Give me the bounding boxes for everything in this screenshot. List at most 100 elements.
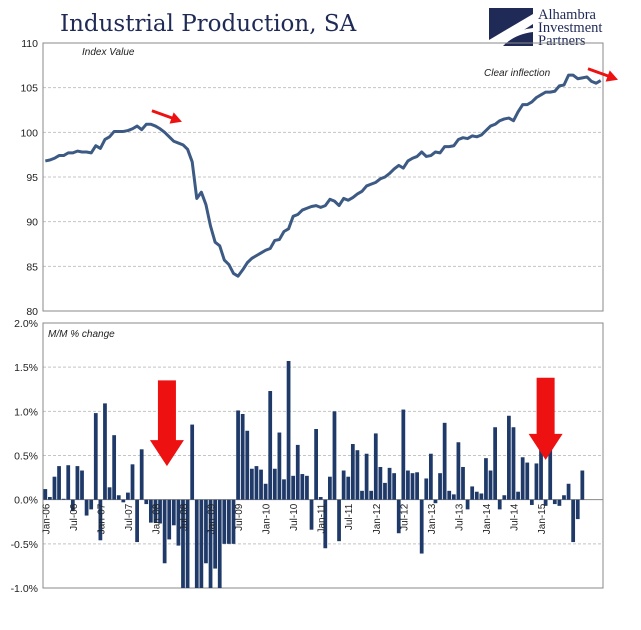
- bottom-x-tick-label: Jan-09: [207, 503, 218, 534]
- mm-change-bar: [217, 499, 222, 588]
- mm-change-bar: [190, 424, 195, 500]
- red-down-arrow: [149, 380, 184, 467]
- top-y-axis-ticks: 80 85 90 95 100 105 110: [20, 38, 38, 318]
- mm-change-bar: [493, 427, 498, 500]
- mm-change-bar: [291, 475, 296, 500]
- mm-change-bar: [130, 464, 135, 500]
- mm-change-bar: [378, 466, 383, 500]
- mm-change-bar: [84, 499, 89, 516]
- mm-change-bar: [484, 458, 488, 500]
- top-y-tick-label: 95: [26, 172, 38, 184]
- logo-text-line-3: Partners: [538, 33, 586, 49]
- logo-text-line-2: Investment: [538, 20, 602, 36]
- mm-change-bar: [355, 450, 360, 500]
- mm-change-bar: [410, 473, 415, 500]
- mm-change-bar: [93, 413, 98, 500]
- mm-change-bar: [507, 415, 511, 500]
- mm-change-bar: [277, 432, 282, 500]
- mm-change-bar: [562, 495, 566, 500]
- bottom-x-tick-label: Jul-11: [344, 503, 355, 530]
- mm-change-bar: [295, 444, 300, 500]
- logo-text-line-1: Alhambra: [538, 7, 597, 23]
- mm-change-bar: [360, 490, 364, 500]
- mm-change-bar: [575, 499, 580, 520]
- mm-change-bar: [392, 473, 397, 500]
- mm-change-bar: [479, 493, 484, 500]
- mm-change-bar: [525, 462, 530, 500]
- red-arrow-bottom-1: [149, 380, 184, 467]
- mm-change-bar: [529, 499, 534, 505]
- bottom-x-tick-label: Jul-09: [234, 503, 245, 531]
- bottom-x-tick-label: Jan-12: [372, 503, 383, 534]
- mm-change-label: M/M % change: [48, 329, 115, 340]
- mm-change-bar: [470, 486, 475, 500]
- bottom-x-tick-label: Jan-15: [537, 503, 548, 534]
- mm-change-bar: [199, 499, 204, 588]
- bottom-y-tick-label: 1.5%: [14, 362, 38, 374]
- bottom-x-tick-label: Jul-07: [124, 503, 135, 531]
- mm-change-bar: [75, 466, 80, 500]
- top-arrows: [151, 67, 618, 124]
- bottom-y-tick-label: -0.5%: [11, 539, 38, 551]
- mm-change-bar: [208, 499, 213, 588]
- company-logo: Alhambra Investment Partners: [489, 7, 602, 49]
- bottom-x-tick-label: Jan-14: [482, 503, 493, 534]
- mm-change-bar: [424, 478, 429, 500]
- mm-change-bar: [185, 499, 190, 588]
- mm-change-bar: [516, 491, 520, 500]
- mm-change-panel: -1.0% -0.5% 0.0% 0.5% 1.0% 1.5% 2.0% M/M % cha…: [11, 318, 604, 595]
- mm-change-bar: [272, 468, 277, 500]
- mm-change-bar: [415, 472, 419, 500]
- mm-change-bar: [139, 449, 144, 500]
- red-arrow-head: [605, 70, 618, 82]
- bottom-x-tick-label: Jan-06: [41, 503, 52, 534]
- index-value-label: Index Value: [82, 47, 135, 58]
- mm-change-bar: [328, 476, 332, 500]
- bottom-x-tick-label: Jan-07: [96, 503, 107, 534]
- mm-change-bar: [121, 499, 126, 503]
- mm-change-bar: [442, 422, 447, 500]
- mm-change-bar: [502, 495, 507, 500]
- mm-change-bar: [103, 403, 107, 500]
- mm-change-bar: [552, 499, 557, 505]
- mm-change-bar: [543, 499, 548, 506]
- mm-change-bar: [268, 391, 273, 500]
- top-plot-frame: [42, 42, 604, 312]
- mm-change-bar: [80, 470, 84, 500]
- mm-change-bar: [580, 470, 585, 500]
- mm-change-bar: [89, 499, 94, 510]
- mm-change-bar: [534, 463, 539, 500]
- mm-change-bar: [337, 499, 341, 542]
- mm-change-bar: [332, 411, 337, 500]
- mm-change-bar: [213, 499, 218, 569]
- mm-change-bar: [162, 499, 167, 564]
- clear-inflection-label: Clear inflection: [484, 68, 551, 79]
- mm-change-bar: [236, 410, 240, 500]
- mm-change-bar: [254, 466, 259, 500]
- bottom-x-tick-label: Jul-08: [179, 503, 190, 531]
- mm-change-bar: [511, 427, 516, 500]
- mm-change-bar: [369, 490, 374, 500]
- red-arrow-top-2: [587, 67, 618, 82]
- mm-change-bar: [194, 499, 199, 588]
- bottom-x-axis-ticks: Jan-06 Jul-06 Jan-07 Jul-07 Jan-08 Jul-08 Jan-…: [41, 503, 548, 534]
- mm-change-bar: [461, 466, 465, 500]
- mm-change-bar: [107, 487, 112, 500]
- top-y-tick-label: 85: [26, 261, 38, 273]
- bottom-arrows: [149, 377, 563, 467]
- index-value-series-line: [45, 73, 602, 278]
- logo-icon: [489, 8, 533, 46]
- bottom-plot-frame: [42, 322, 604, 589]
- red-arrow-head: [169, 112, 182, 124]
- mm-change-bar: [181, 499, 185, 588]
- bottom-y-tick-label: 1.0%: [14, 406, 38, 418]
- mm-change-bar: [167, 499, 172, 540]
- mm-change-bar: [240, 413, 245, 500]
- mm-change-bar: [249, 468, 254, 500]
- mm-change-bar: [227, 499, 231, 544]
- top-y-tick-label: 100: [20, 127, 38, 139]
- mm-change-bar: [428, 453, 433, 500]
- mm-change-bar: [148, 499, 153, 523]
- top-y-tick-label: 90: [26, 217, 38, 229]
- mm-change-bar: [406, 470, 410, 500]
